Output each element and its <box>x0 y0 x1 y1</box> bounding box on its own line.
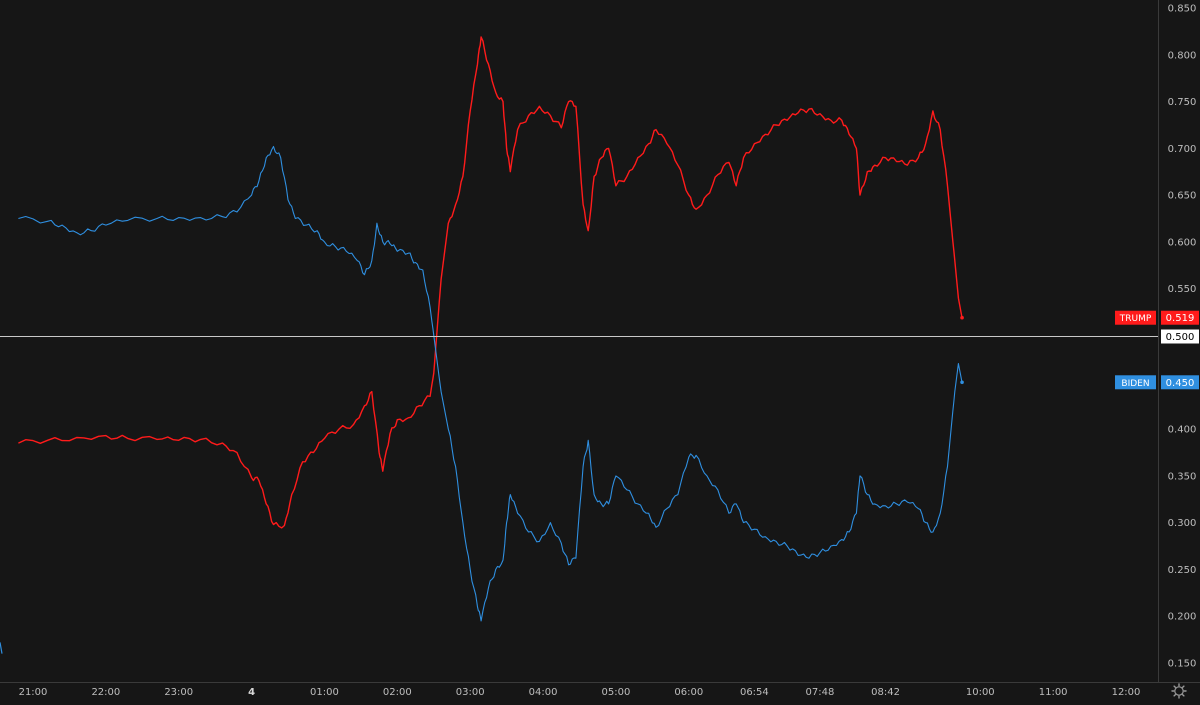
y-tick-label: 0.350 <box>1168 471 1197 482</box>
gear-icon[interactable] <box>1171 683 1187 699</box>
x-tick-label: 10:00 <box>966 687 995 698</box>
y-tick-label: 0.550 <box>1168 284 1197 295</box>
x-tick-label: 05:00 <box>602 687 631 698</box>
series-value-box <box>1161 310 1199 325</box>
series-tag-trump: TRUMP 0.519 <box>960 310 1199 325</box>
x-tick-label: 04:00 <box>529 687 558 698</box>
y-tick-label: 0.200 <box>1168 612 1197 623</box>
reference-layer: 0.500 <box>0 329 1199 344</box>
x-tick-label: 06:54 <box>740 687 769 698</box>
series-end-point <box>960 380 964 385</box>
y-tick-label: 0.300 <box>1168 518 1197 529</box>
y-tick-label: 0.600 <box>1168 237 1197 248</box>
x-tick-label: 01:00 <box>310 687 339 698</box>
series-value-label: 0.519 <box>1166 313 1195 324</box>
x-tick-label: 22:00 <box>91 687 120 698</box>
series-tag-biden: BIDEN 0.450 <box>960 375 1199 390</box>
y-tick-label: 0.850 <box>1168 4 1197 15</box>
series-name-box <box>1115 375 1156 390</box>
y-tick-label: 0.750 <box>1168 97 1197 108</box>
series-labels: TRUMP 0.519 BIDEN 0.450 <box>960 310 1199 390</box>
x-tick-label: 07:48 <box>806 687 835 698</box>
series-line-biden <box>18 145 963 622</box>
reference-value-box <box>1161 329 1199 344</box>
series-value-label: 0.450 <box>1166 378 1195 389</box>
x-tick-label: 06:00 <box>674 687 703 698</box>
y-tick-label: 0.650 <box>1168 191 1197 202</box>
x-tick-label: 4 <box>248 687 255 698</box>
series-line-trump <box>18 36 963 529</box>
y-tick-label: 0.250 <box>1168 565 1197 576</box>
x-axis-ticks: 21:00 22:00 23:00 4 01:00 02:00 03:00 04:00 05:0… <box>19 687 1141 698</box>
reference-value-label: 0.500 <box>1166 332 1195 343</box>
x-tick-label: 23:00 <box>164 687 193 698</box>
series-name-label: BIDEN <box>1121 379 1149 389</box>
y-tick-label: 0.150 <box>1168 659 1197 670</box>
series-end-point <box>960 315 964 320</box>
x-tick-label: 21:00 <box>19 687 48 698</box>
y-tick-label: 0.700 <box>1168 144 1197 155</box>
series-stub <box>0 642 3 654</box>
y-tick-label: 0.400 <box>1168 425 1197 436</box>
series-name-label: TRUMP <box>1119 314 1152 324</box>
x-tick-label: 03:00 <box>456 687 485 698</box>
x-tick-label: 11:00 <box>1039 687 1068 698</box>
y-tick-label: 0.800 <box>1168 50 1197 61</box>
series-name-box <box>1115 310 1156 325</box>
x-tick-label: 08:42 <box>871 687 900 698</box>
x-tick-label: 12:00 <box>1112 687 1141 698</box>
x-tick-label: 02:00 <box>383 687 412 698</box>
series-lines <box>0 36 963 654</box>
series-value-box <box>1161 375 1199 390</box>
